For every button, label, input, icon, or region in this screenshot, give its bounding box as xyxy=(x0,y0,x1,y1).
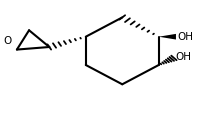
Polygon shape xyxy=(159,34,176,40)
Text: O: O xyxy=(4,36,12,46)
Text: OH: OH xyxy=(177,32,194,42)
Text: OH: OH xyxy=(176,52,192,62)
